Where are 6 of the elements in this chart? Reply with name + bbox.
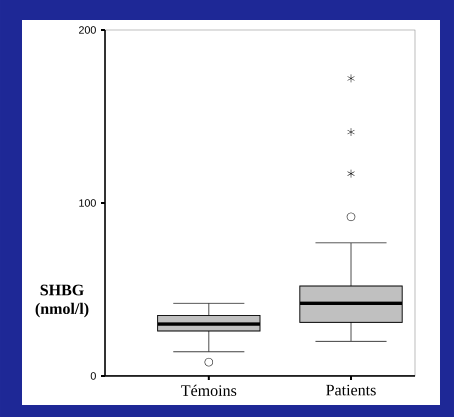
y-tick-label: 0: [90, 372, 96, 380]
y-axis-title: SHBG (nmol/l): [36, 284, 88, 318]
y-tick-label: 200: [79, 26, 96, 34]
x-tick-label: Patients: [326, 384, 376, 396]
y-tick-label: 100: [79, 199, 96, 207]
x-tick-label: Témoins: [181, 384, 236, 396]
